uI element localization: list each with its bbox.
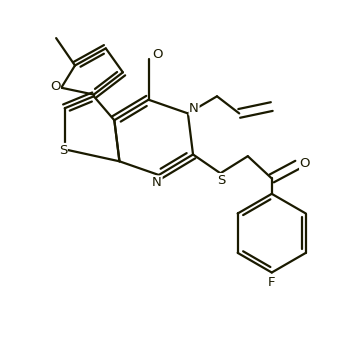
Text: N: N [189,102,199,115]
Text: N: N [152,176,162,189]
Text: O: O [50,79,60,92]
Text: F: F [268,276,276,289]
Text: S: S [217,174,225,187]
Text: S: S [59,144,67,156]
Text: O: O [300,156,310,169]
Text: O: O [152,48,162,61]
